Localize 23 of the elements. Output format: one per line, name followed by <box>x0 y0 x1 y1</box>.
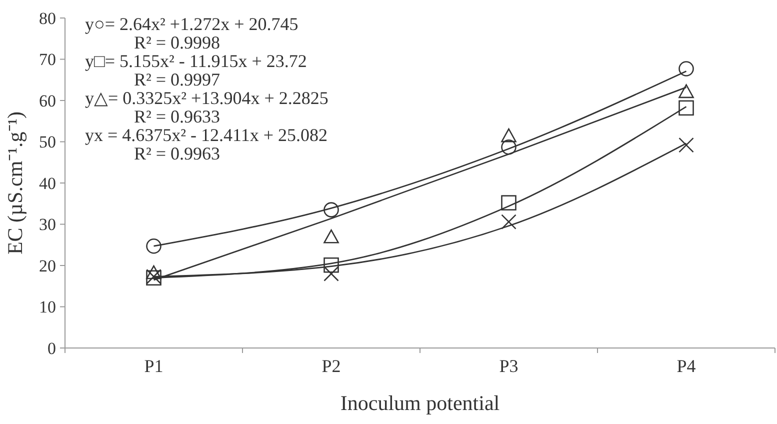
y-tick-label: 50 <box>39 132 56 152</box>
y-tick-label: 0 <box>48 338 56 358</box>
y-tick-label: 60 <box>39 91 56 110</box>
y-axis-title: EC (µS.cm⁻¹.g⁻¹) <box>3 111 27 255</box>
y-tick-label: 40 <box>39 174 56 193</box>
annotation: R² = 0.9998 <box>134 32 220 52</box>
annotation: R² = 0.9963 <box>134 144 220 164</box>
annotation: R² = 0.9997 <box>134 70 220 90</box>
x-tick-label: P2 <box>322 356 341 376</box>
annotation: y□= 5.155x² - 11.915x + 23.72 <box>85 51 307 71</box>
annotation: yx = 4.6375x² - 12.411x + 25.082 <box>85 125 328 145</box>
x-tick-label: P1 <box>144 356 164 376</box>
annotation: y○= 2.64x² +1.272x + 20.745 <box>85 14 298 34</box>
x-axis-title: Inoculum potential <box>340 391 500 415</box>
x-tick-label: P3 <box>499 356 518 376</box>
x-tick-label: P4 <box>676 356 696 376</box>
y-tick-label: 80 <box>39 8 56 28</box>
y-tick-label: 30 <box>39 215 56 234</box>
y-tick-label: 10 <box>39 298 56 317</box>
y-tick-label: 20 <box>39 256 56 276</box>
annotation: y△= 0.3325x² +13.904x + 2.2825 <box>85 88 328 108</box>
y-tick-label: 70 <box>39 50 56 70</box>
annotation: R² = 0.9633 <box>134 106 220 126</box>
